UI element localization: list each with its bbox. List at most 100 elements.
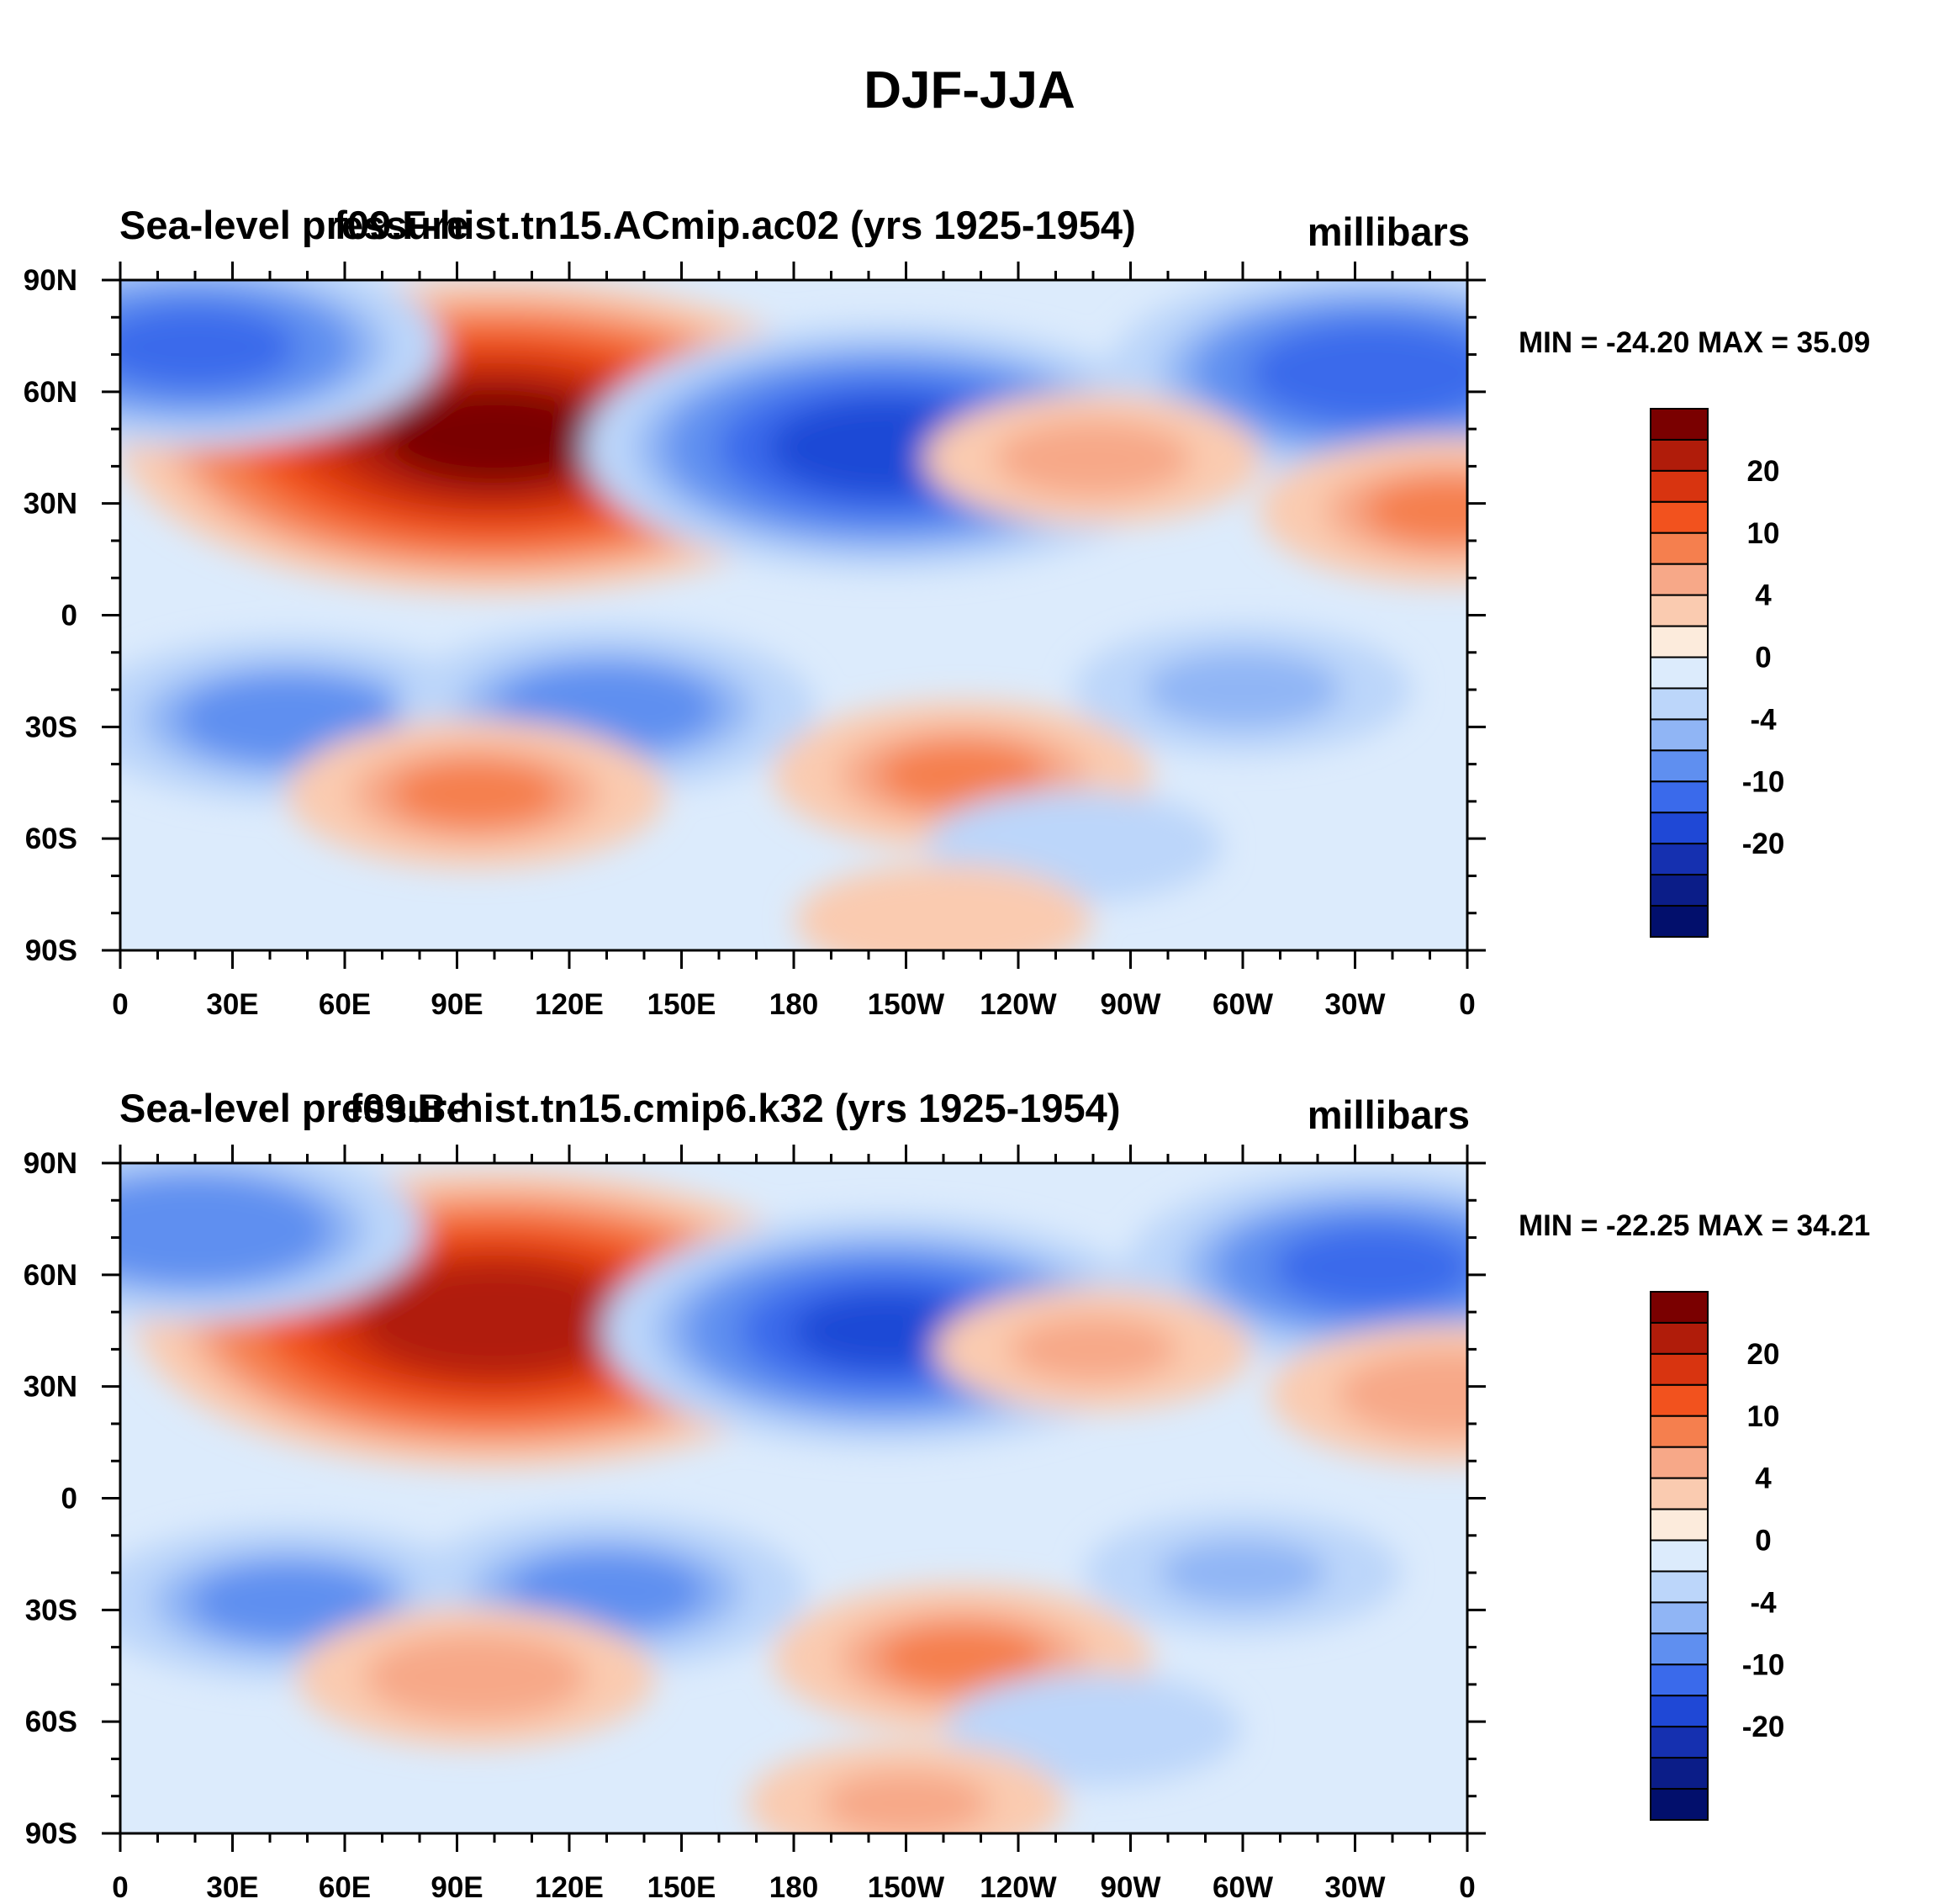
map-field [120,280,1467,950]
colorbar-swatch [1650,1601,1709,1635]
contour-region [1272,1226,1467,1309]
contour-region [1144,651,1341,728]
contour-region [120,306,297,389]
contour-region [878,1625,1047,1692]
x-tick-label: 60W [1213,1871,1273,1904]
x-tick-label: 0 [112,988,128,1021]
colorbar-swatch [1650,1321,1709,1355]
contour-region [822,1770,991,1833]
colorbar-swatch [1650,1415,1709,1448]
colorbar-swatch [1650,500,1709,534]
panel-2-variable-title: Sea-level pressure [119,1086,469,1130]
contour-region [391,760,560,828]
x-tick-label: 180 [769,988,818,1021]
x-tick-label: 0 [1459,1871,1475,1904]
x-tick-label: 30E [206,988,258,1021]
contour-region [191,1563,387,1642]
colorbar-swatch [1650,1726,1709,1759]
x-tick-label: 0 [112,1871,128,1904]
contour-region [120,1176,330,1284]
y-tick-label: 90S [25,1817,77,1850]
panel-1-map-chart: 0 30E 60E 90E 120E 150E 180 150W 120W 90W 60W 30W 0 9… [24,262,1785,1021]
contour-region [1159,1540,1327,1605]
x-tick-label: 60E [319,1871,371,1904]
colorbar-swatch [1650,469,1709,503]
contour-region [1337,1350,1467,1438]
colorbar-label: -20 [1742,1711,1785,1743]
x-tick-label: 120E [535,1871,604,1904]
y-tick-label: 30N [24,488,77,521]
colorbar-swatch [1650,438,1709,472]
colorbar-label: -10 [1742,765,1785,798]
map-field [120,1163,1467,1833]
colorbar-swatch [1650,1757,1709,1790]
colorbar-swatch [1650,718,1709,752]
x-tick-label: 180 [769,1871,818,1904]
colorbar-swatch [1650,812,1709,845]
panel-1-minmax: MIN = -24.20 MAX = 35.09 [1519,326,1871,359]
contour-region [383,389,605,484]
colorbar-swatch [1650,1291,1709,1324]
colorbar-label: -4 [1750,1586,1777,1619]
colorbar-swatch [1650,874,1709,907]
contour-region [1364,478,1467,544]
colorbar-label: 0 [1755,642,1771,674]
x-tick-label: 120W [980,1871,1056,1904]
colorbar-swatch [1650,1446,1709,1479]
contour-region [878,742,1047,809]
y-tick-label: 60N [24,1259,77,1292]
x-tick-label: 90E [431,1871,483,1904]
y-tick-label: 60S [25,1706,77,1738]
x-tick-label: 30E [206,1871,258,1904]
x-tick-label: 90W [1101,1871,1161,1904]
y-tick-label: 30N [24,1371,77,1404]
colorbar-swatch [1650,625,1709,658]
colorbar-swatch [1650,749,1709,783]
colorbar-label: 4 [1755,579,1772,612]
x-tick-label: 30W [1325,1871,1386,1904]
x-tick-label: 150E [647,988,716,1021]
x-tick-label: 90W [1101,988,1161,1021]
contour-region [357,1262,631,1377]
contour-region [958,801,1191,891]
x-tick-label: 90E [431,988,483,1021]
x-tick-label: 120E [535,988,604,1021]
contour-region [976,1684,1210,1774]
colorbar-swatch [1650,1508,1709,1542]
panel-2-minmax: MIN = -22.25 MAX = 34.21 [1519,1209,1871,1242]
colorbar-swatch [1650,1788,1709,1822]
colorbar-swatch [1650,532,1709,565]
x-tick-label: 30W [1325,988,1386,1021]
x-tick-label: 120W [980,988,1056,1021]
panel-1-case-title: f09.F-hist.tn15.ACmip.ac02 (yrs 1925-195… [334,203,1136,247]
colorbar-label: 10 [1747,1400,1780,1433]
colorbar-swatch [1650,687,1709,721]
y-tick-label: 60N [24,376,77,409]
contour-region [827,875,1060,950]
y-tick-label: 30S [25,1594,77,1626]
panel-2-units: millibars [1307,1092,1470,1137]
colorbar-label: 20 [1747,1338,1780,1371]
colorbar-label: 20 [1747,455,1780,488]
contour-region [1009,1316,1177,1383]
y-tick-label: 90N [24,1147,77,1180]
colorbar-swatch [1650,780,1709,814]
colorbar-swatch [1650,1663,1709,1697]
page-title: DJF-JJA [864,61,1075,119]
colorbar-swatch [1650,1539,1709,1573]
colorbar-swatch [1650,1477,1709,1510]
y-tick-label: 0 [61,600,77,632]
x-tick-label: 150E [647,1871,716,1904]
colorbar-swatch [1650,656,1709,690]
x-tick-label: 0 [1459,988,1475,1021]
x-tick-label: 60W [1213,988,1273,1021]
panel-1-variable-title: Sea-level pressure [119,203,469,247]
x-tick-label: 150W [868,1871,944,1904]
panel-1: Sea-level pressure f09.F-hist.tn15.ACmip… [0,0,1939,1021]
y-tick-label: 90S [25,934,77,967]
colorbar-swatch [1650,843,1709,876]
x-tick-label: 150W [868,988,944,1021]
colorbar-label: 0 [1755,1525,1771,1558]
colorbar-swatch [1650,1352,1709,1386]
